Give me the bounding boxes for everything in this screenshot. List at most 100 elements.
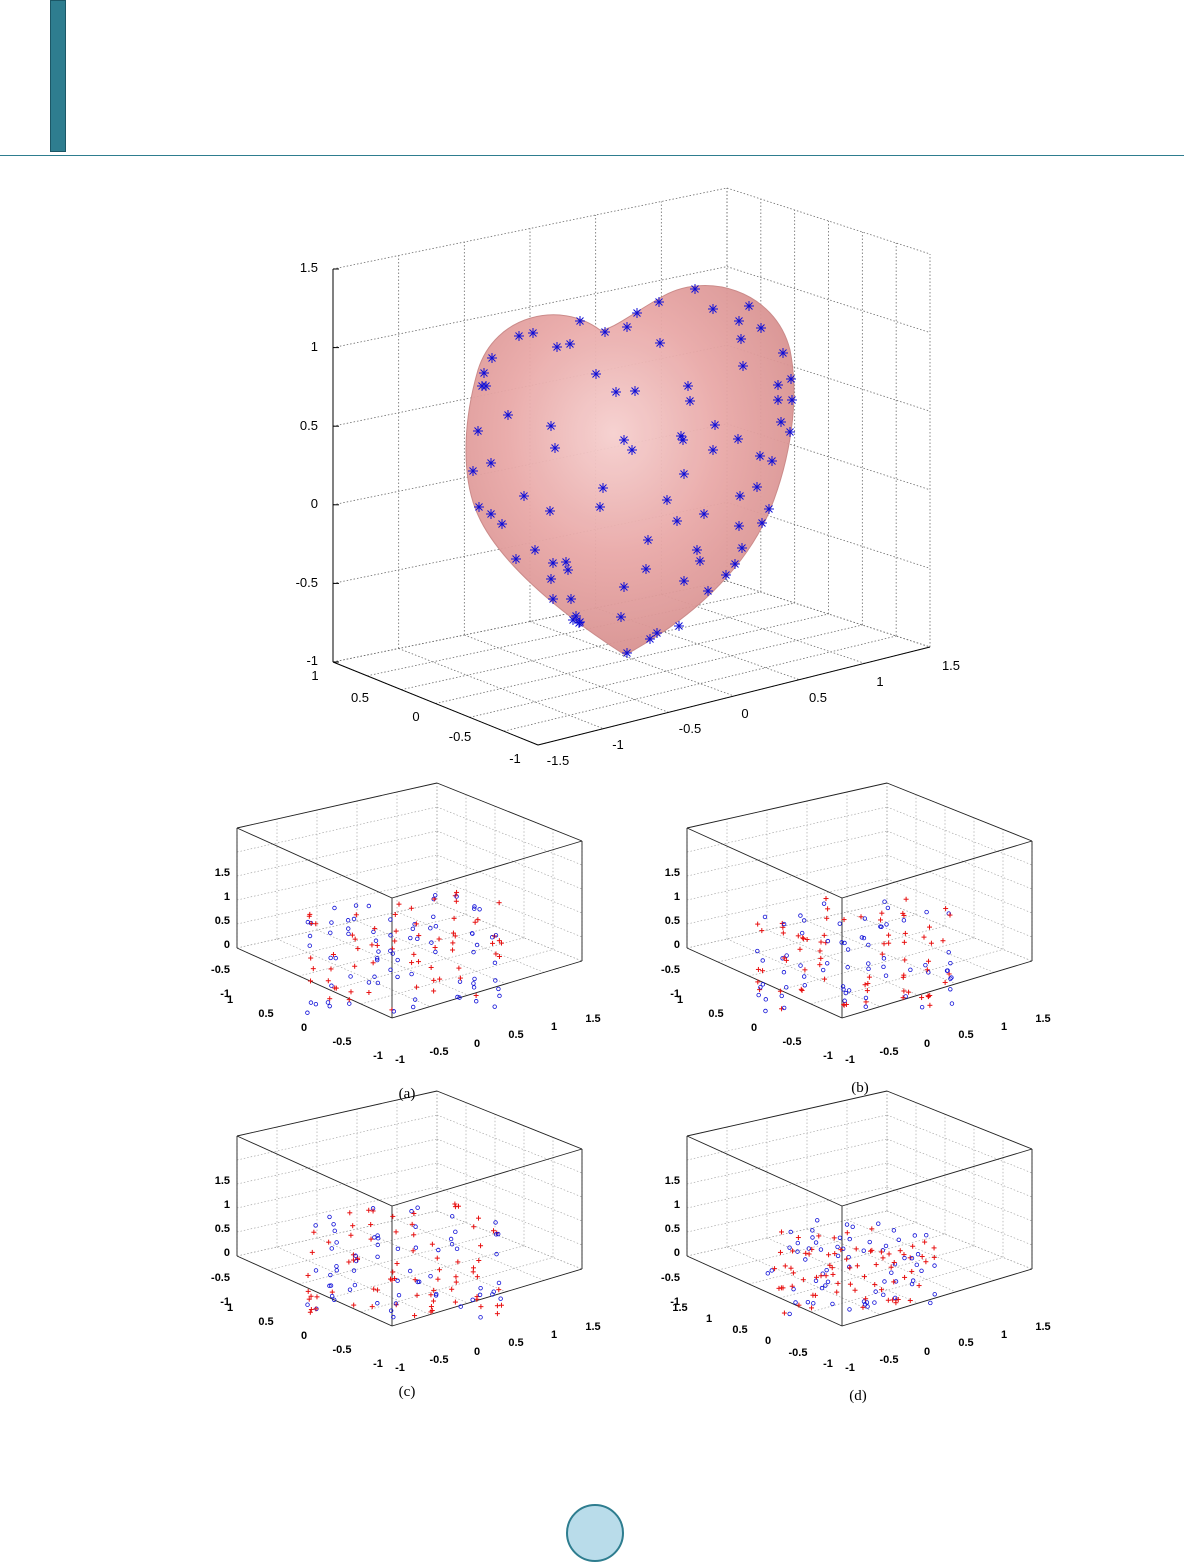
- heart-z-tick: 0: [311, 496, 318, 511]
- subplot-plus-marker: [496, 900, 502, 906]
- subplot-plus-marker: [817, 962, 823, 968]
- subplot-plus-marker: [777, 988, 783, 994]
- marker-stroke: [680, 577, 688, 585]
- subplot-circle-marker: [334, 1264, 339, 1269]
- caption-c: (c): [399, 1384, 416, 1400]
- subplot-plus-marker: [366, 1207, 372, 1213]
- subplot-plus-marker: [368, 1236, 374, 1242]
- marker-stroke: [596, 503, 604, 511]
- subplot-circle-marker: [883, 973, 889, 978]
- subplot-a-y-tick: -1: [373, 1050, 383, 1062]
- subplot-circle-marker: [412, 997, 418, 1002]
- subplot-circle-marker: [471, 981, 476, 986]
- subplot-plus-marker: [428, 964, 434, 970]
- heart-asterisk-marker: [756, 323, 766, 333]
- heart-x-tick: 0.5: [809, 690, 827, 705]
- subplot-plus-marker: [436, 1267, 442, 1273]
- subplot-circle-marker: [428, 925, 433, 931]
- subplot-plus-marker: [881, 941, 887, 947]
- subplot-wall-gridline: [436, 878, 583, 938]
- subplot-plus-marker: [897, 1248, 903, 1254]
- heart-x-tick: -1.5: [547, 753, 569, 768]
- subplot-plus-marker: [370, 1208, 376, 1214]
- subplot-circle-marker: [908, 967, 913, 972]
- subplot-circle-marker: [806, 1246, 811, 1251]
- subplot-plus-marker: [307, 911, 313, 917]
- marker-stroke: [663, 496, 671, 504]
- heart-asterisk-marker: [619, 435, 629, 445]
- subplot-circle-marker: [450, 1214, 455, 1219]
- marker-stroke: [553, 343, 561, 351]
- subplot-plus-marker: [311, 1229, 317, 1235]
- subplot-plus-marker: [796, 1302, 802, 1308]
- subplot-plus-marker: [926, 958, 932, 964]
- marker-stroke: [691, 285, 699, 293]
- subplot-b-x-tick: 0.5: [958, 1029, 973, 1041]
- subplot-plus-marker: [900, 995, 906, 1001]
- subplot-circle-marker: [408, 935, 413, 941]
- subplot-plus-marker: [411, 951, 417, 957]
- subplot-wall-gridline: [886, 806, 1033, 866]
- subplot-plus-marker: [414, 984, 420, 990]
- subplot-floor-gridline: [748, 925, 946, 977]
- subplot-plus-marker: [900, 910, 906, 916]
- heart-asterisk-marker: [474, 502, 484, 512]
- subplot-circle-marker: [388, 948, 393, 954]
- subplot-plus-marker: [434, 1255, 440, 1261]
- subplot-circle-marker: [781, 1005, 787, 1011]
- subplot-plus-marker: [788, 1265, 794, 1271]
- marker-stroke: [546, 507, 554, 515]
- subplot-wall-gridline: [886, 854, 1033, 914]
- heart-asterisk-marker: [468, 466, 478, 476]
- subplot-circle-marker: [763, 997, 768, 1002]
- subplot-circle-marker: [375, 1254, 380, 1259]
- subplot-circle-marker: [388, 967, 393, 973]
- subplot-b-x-tick: 1.5: [1035, 1013, 1050, 1025]
- subplot-circle-marker: [328, 1272, 333, 1278]
- subplot-circle-marker: [498, 1296, 503, 1301]
- subplot-plus-marker: [308, 978, 314, 984]
- subplot-plus-marker: [900, 974, 906, 980]
- subplot-circle-marker: [492, 1004, 497, 1009]
- subplot-d-x-tick: 0.5: [958, 1337, 973, 1349]
- subplot-circle-marker: [863, 995, 869, 1001]
- subplot-circle-marker: [835, 1244, 840, 1250]
- subplot-circle-marker: [496, 1280, 502, 1286]
- subplot-circle-marker: [755, 948, 760, 954]
- subplot-box-edge: [391, 1148, 583, 1207]
- subplot-plus-marker: [906, 989, 912, 995]
- heart-wall-gridline: [726, 187, 931, 255]
- subplot-plus-marker: [375, 1287, 381, 1293]
- heart-wall-gridline: [332, 423, 728, 506]
- marker-stroke: [642, 565, 650, 573]
- subplot-plus-marker: [431, 896, 437, 902]
- subplot-plus-marker: [879, 1287, 885, 1293]
- subplot-circle-marker: [407, 1268, 413, 1274]
- subplot-circle-marker: [471, 985, 477, 990]
- subplot-circle-marker: [334, 1240, 339, 1245]
- subplot-plus-marker: [327, 996, 333, 1002]
- marker-stroke: [696, 557, 704, 565]
- subplot-plus-marker: [847, 1265, 853, 1271]
- marker-stroke: [677, 432, 685, 440]
- subplot-circle-marker: [801, 974, 807, 979]
- heart-x-tick: 1.5: [942, 658, 960, 673]
- subplot-circle-marker: [329, 1293, 335, 1299]
- heart-asterisk-marker: [776, 417, 786, 427]
- subplot-circle-marker: [415, 936, 420, 942]
- subplot-circle-marker: [926, 970, 931, 975]
- subplot-floor-gridline: [298, 1233, 496, 1285]
- subplot-plus-marker: [863, 1296, 869, 1302]
- subplot-circle-marker: [840, 984, 846, 989]
- heart-asterisk-marker: [566, 594, 576, 604]
- subplot-plus-marker: [450, 940, 456, 946]
- subplot-plus-marker: [931, 1245, 937, 1251]
- subplot-circle-marker: [866, 961, 871, 966]
- heart-floor-gridline: [529, 621, 735, 697]
- heart-floor-gridline: [367, 591, 761, 677]
- subplot-plus-marker: [947, 912, 953, 918]
- subplot-plus-marker: [393, 928, 399, 934]
- subplot-a-z-tick: -1: [220, 988, 230, 1000]
- subplot-circle-marker: [313, 1223, 318, 1228]
- subplot-plus-marker: [818, 939, 824, 945]
